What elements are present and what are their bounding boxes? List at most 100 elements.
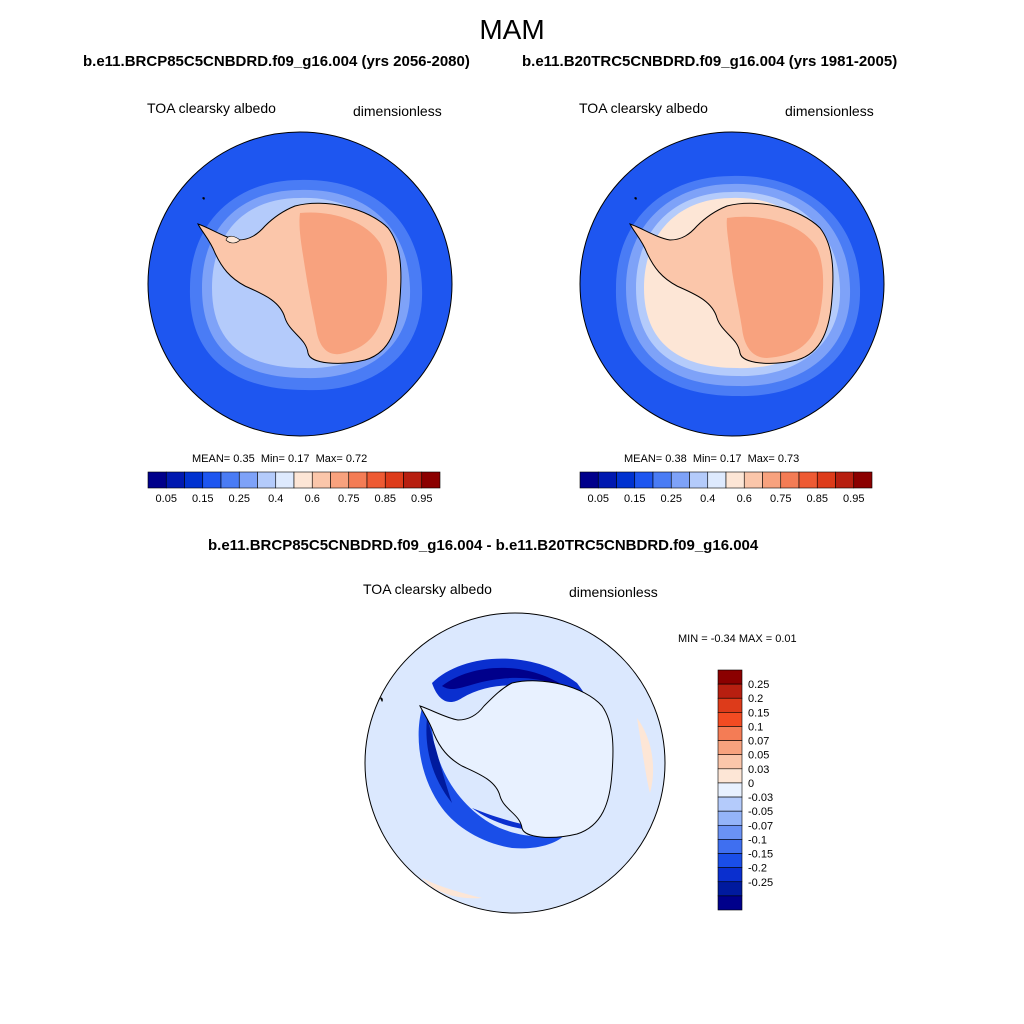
panel-2-colorbar-swatch xyxy=(835,471,855,489)
diff-colorbar-tick-label: 0.1 xyxy=(748,721,763,733)
panel-1-colorbar-swatch xyxy=(184,471,204,489)
diff-colorbar-swatch xyxy=(717,839,743,854)
panel-2-colorbar-swatch xyxy=(579,471,599,489)
diff-colorbar-swatch xyxy=(717,810,743,826)
diff-colorbar-swatch xyxy=(717,669,743,685)
panel-1-map xyxy=(147,131,453,437)
diff-colorbar-swatch xyxy=(717,712,743,727)
panel-2-mean-value: 0.38 xyxy=(665,453,687,465)
diff-units-label: dimensionless xyxy=(569,584,658,600)
panel-2-stats: MEAN= 0.38 Min= 0.17 Max= 0.73 xyxy=(624,453,799,465)
diff-colorbar-tick-label: -0.05 xyxy=(748,806,773,818)
panel-1-colorbar-tick-label: 0.85 xyxy=(375,493,396,505)
panel-1-min-value: 0.17 xyxy=(288,453,310,465)
panel-2-units-label: dimensionless xyxy=(785,103,874,119)
panel-1-colorbar-tick-label: 0.95 xyxy=(411,493,432,505)
panel-2-colorbar-swatch xyxy=(725,471,745,489)
diff-variable-label: TOA clearsky albedo xyxy=(363,581,492,597)
diff-colorbar-tick-label: 0.03 xyxy=(748,764,769,776)
diff-colorbar-tick-label: -0.1 xyxy=(748,834,767,846)
diff-min-value: -0.34 xyxy=(710,633,736,645)
diff-max-label: MAX = xyxy=(738,633,773,645)
diff-colorbar-swatch xyxy=(717,796,743,812)
panel-2-colorbar-swatch xyxy=(816,471,836,489)
panel-1-colorbar-tick-label: 0.05 xyxy=(156,493,177,505)
panel-2-colorbar-swatch xyxy=(780,471,800,489)
panel-1-colorbar-swatch xyxy=(366,471,386,489)
panel-1-colorbar-swatch xyxy=(421,471,441,489)
panel-1-colorbar-tick-label: 0.75 xyxy=(338,493,359,505)
diff-colorbar-swatch xyxy=(717,782,743,798)
diff-colorbar-swatch xyxy=(717,768,743,784)
panel-1-mean-value: 0.35 xyxy=(233,453,255,465)
panel-2-colorbar-tick-label: 0.6 xyxy=(737,493,752,505)
panel-1-colorbar-swatch xyxy=(165,471,185,489)
panel-2-colorbar-tick-label: 0.25 xyxy=(661,493,682,505)
diff-colorbar-tick-label: -0.07 xyxy=(748,820,773,832)
diff-colorbar-swatch xyxy=(717,867,743,883)
diff-colorbar-tick-label: 0.15 xyxy=(748,707,769,719)
panel-2-min-label: Min= xyxy=(692,453,717,465)
diff-colorbar-tick-label: 0.2 xyxy=(748,693,763,705)
diff-colorbar-tick-label: -0.03 xyxy=(748,792,773,804)
diff-colorbar-swatch xyxy=(717,726,743,741)
diff-colorbar-swatch xyxy=(717,683,743,699)
panel-1-colorbar-tick-label: 0.4 xyxy=(268,493,283,505)
diff-colorbar-tick-label: 0.05 xyxy=(748,750,769,762)
panel-2-colorbar-swatch xyxy=(798,471,818,489)
panel-2-colorbar-tick-label: 0.85 xyxy=(807,493,828,505)
panel-2-colorbar-swatch xyxy=(762,471,782,489)
panel-1-colorbar: 0.05 0.15 0.25 0.4 0.6 0.75 0.85 0.95 xyxy=(147,471,441,505)
diff-case-title: b.e11.BRCP85C5CNBDRD.f09_g16.004 - b.e11… xyxy=(208,537,759,554)
panel-1-case-title: b.e11.BRCP85C5CNBDRD.f09_g16.004 (yrs 20… xyxy=(83,53,470,70)
panel-1-colorbar-swatch xyxy=(238,471,258,489)
panel-2-colorbar-swatch xyxy=(689,471,709,489)
panel-2-variable-label: TOA clearsky albedo xyxy=(579,100,708,116)
panel-1-colorbar-swatch xyxy=(348,471,368,489)
panel-1-colorbar-swatch xyxy=(275,471,295,489)
panel-2-colorbar-tick-label: 0.75 xyxy=(770,493,791,505)
panel-1-colorbar-tick-label: 0.15 xyxy=(192,493,213,505)
panel-2-min-value: 0.17 xyxy=(720,453,742,465)
panel-2-colorbar: 0.05 0.15 0.25 0.4 0.6 0.75 0.85 0.95 xyxy=(579,471,873,505)
diff-max-value: 0.01 xyxy=(775,633,797,645)
panel-1-colorbar-tick-label: 0.25 xyxy=(229,493,250,505)
panel-2-colorbar-swatch xyxy=(707,471,727,489)
panel-1-units-label: dimensionless xyxy=(353,103,442,119)
panel-1-max-value: 0.72 xyxy=(345,453,368,465)
diff-colorbar-swatch xyxy=(717,824,743,840)
diff-colorbar-tick-label: -0.2 xyxy=(748,863,767,875)
panel-2-colorbar-swatch xyxy=(634,471,654,489)
diff-colorbar-tick-label: 0 xyxy=(748,778,754,790)
panel-1-colorbar-swatch xyxy=(147,471,167,489)
diff-colorbar-tick-label: 0.07 xyxy=(748,736,769,748)
diff-colorbar-tick-label: -0.15 xyxy=(748,849,773,861)
diff-colorbar-swatch xyxy=(717,754,743,770)
panel-2-map xyxy=(579,131,885,437)
panel-2-mean-label: MEAN= xyxy=(624,453,663,465)
panel-1-colorbar-swatch xyxy=(384,471,404,489)
panel-2-colorbar-tick-label: 0.95 xyxy=(843,493,864,505)
panel-1-colorbar-swatch xyxy=(311,471,331,489)
diff-colorbar-swatch xyxy=(717,697,743,713)
panel-1-colorbar-swatch xyxy=(330,471,350,489)
panel-2-colorbar-swatch xyxy=(670,471,690,489)
diff-stats: MIN = -0.34 MAX = 0.01 xyxy=(678,633,797,645)
panel-1-colorbar-tick-label: 0.6 xyxy=(305,493,320,505)
panel-1-variable-label: TOA clearsky albedo xyxy=(147,100,276,116)
panel-1-colorbar-swatch xyxy=(293,471,313,489)
page-title: MAM xyxy=(479,14,545,45)
panel-2-colorbar-tick-label: 0.15 xyxy=(624,493,645,505)
panel-2-colorbar-swatch xyxy=(652,471,672,489)
diff-colorbar-tick-label: 0.25 xyxy=(748,679,769,691)
panel-1-colorbar-swatch xyxy=(202,471,222,489)
diff-colorbar-swatch xyxy=(717,740,743,756)
diff-colorbar: 0.25 0.2 0.15 0.1 0.07 0.05 0.03 0 -0.03 -0.05 -0.… xyxy=(717,669,773,911)
panel-2-max-label: Max= xyxy=(747,453,775,465)
panel-1-mean-label: MEAN= xyxy=(192,453,231,465)
panel-2-case-title: b.e11.B20TRC5CNBDRD.f09_g16.004 (yrs 198… xyxy=(522,53,898,70)
panel-2-colorbar-swatch xyxy=(743,471,763,489)
panel-1-min-label: Min= xyxy=(260,453,285,465)
diff-min-label: MIN = xyxy=(678,633,708,645)
panel-2-colorbar-tick-label: 0.4 xyxy=(700,493,715,505)
